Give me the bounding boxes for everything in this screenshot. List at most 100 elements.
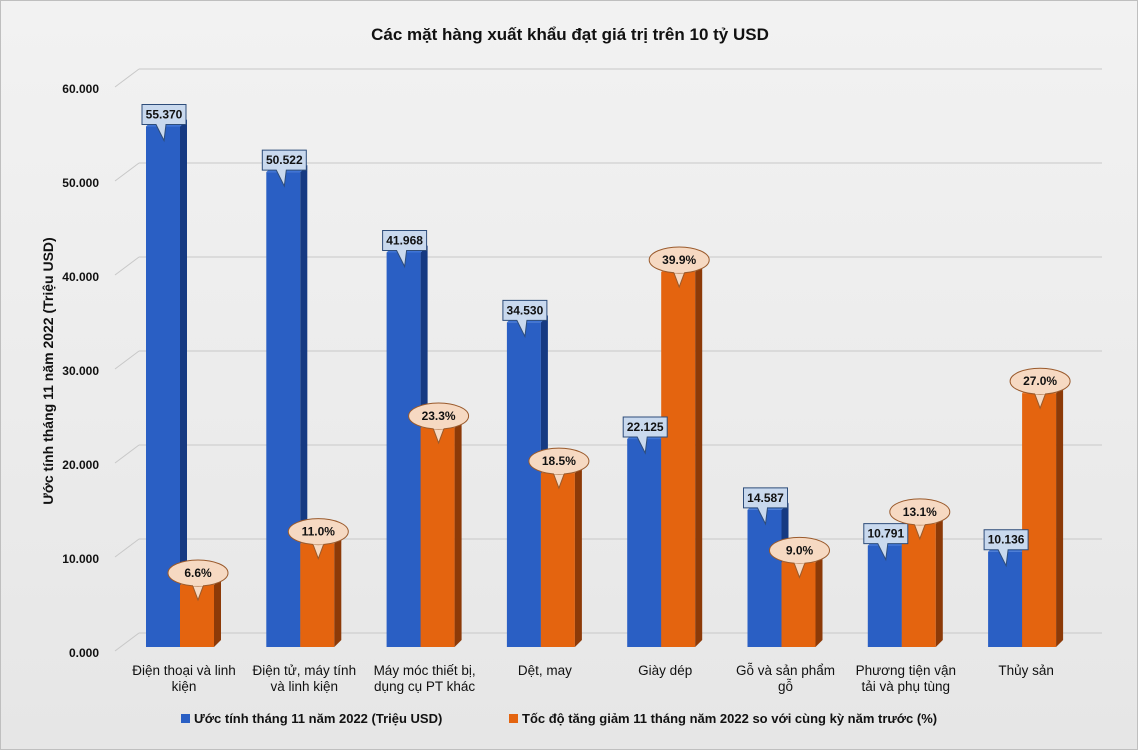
data-label-growth-joint: [313, 540, 324, 545]
data-label-growth: 13.1%: [889, 498, 951, 541]
category-label: Gỗ và sản phẩm: [736, 663, 835, 678]
y-tick-label: 10.000: [62, 552, 99, 566]
data-label-growth-text: 9.0%: [786, 543, 814, 557]
gridline-depth: [114, 162, 140, 182]
bar-estimate-front: [386, 252, 421, 647]
data-label-growth: 18.5%: [528, 447, 590, 490]
bar-growth-side: [574, 466, 582, 647]
bar-growth-front: [661, 271, 696, 647]
bar-growth-side: [454, 420, 462, 647]
bar-estimate-front: [988, 551, 1023, 647]
category-label: dụng cụ PT khác: [374, 679, 475, 694]
gridline-depth: [114, 632, 140, 652]
data-label-growth-text: 11.0%: [302, 525, 336, 539]
bar-growth-front: [1022, 393, 1057, 647]
data-label-growth-text: 6.6%: [184, 566, 212, 580]
data-label-growth-text: 39.9%: [662, 253, 696, 267]
bar-growth-side: [935, 516, 943, 647]
category-label: Điện tử, máy tính: [253, 663, 357, 678]
y-axis-label: Ước tính tháng 11 năm 2022 (Triệu USD): [40, 237, 56, 504]
data-label-estimate-text: 41.968: [386, 234, 423, 248]
data-label-growth: 6.6%: [167, 559, 229, 602]
data-label-estimate-text: 14.587: [747, 491, 784, 505]
data-label-estimate-text: 10.136: [988, 533, 1025, 547]
data-label-growth: 11.0%: [287, 518, 349, 561]
y-tick-label: 20.000: [62, 458, 99, 472]
legend-label-growth: Tốc độ tăng giảm 11 tháng năm 2022 so vớ…: [522, 711, 937, 726]
data-label-growth: 27.0%: [1009, 367, 1071, 410]
gridline-depth: [114, 538, 140, 558]
bar-growth: [420, 420, 462, 647]
category-label: gỗ: [778, 679, 793, 694]
data-label-growth: 9.0%: [769, 536, 830, 579]
bar-estimate-front: [146, 126, 180, 648]
gridline-depth: [114, 444, 140, 464]
legend: Ước tính tháng 11 năm 2022 (Triệu USD) T…: [181, 711, 937, 726]
bar-estimate-front: [867, 545, 902, 647]
data-label-estimate-box: [743, 487, 788, 526]
y-tick-label: 0.000: [69, 646, 99, 660]
data-label-growth: 39.9%: [648, 246, 710, 289]
gridline-depth: [114, 350, 140, 370]
data-label-estimate: 10.136: [983, 529, 1029, 568]
bar-growth: [661, 264, 703, 647]
bar-estimate-side: [180, 119, 187, 648]
y-tick-label: 30.000: [62, 364, 99, 378]
data-label-growth-text: 13.1%: [903, 505, 937, 519]
bar-estimate-front: [506, 322, 541, 647]
data-label-growth-text: 18.5%: [542, 454, 576, 468]
bar-growth-side: [695, 264, 703, 647]
data-label-estimate-box: [983, 529, 1029, 568]
data-label-estimate: 41.968: [382, 230, 428, 269]
legend-swatch-estimate: [181, 714, 190, 723]
legend-swatch-growth: [509, 714, 518, 723]
data-label-growth-text: 23.3%: [422, 409, 456, 423]
category-label: kiện: [172, 679, 197, 694]
bar-estimate-front: [627, 439, 662, 647]
chart-title: Các mặt hàng xuất khẩu đạt giá trị trên …: [371, 25, 769, 44]
category-label: Điện thoại và linh: [132, 663, 236, 678]
data-label-estimate: 50.522: [261, 149, 307, 188]
data-label-estimate: 10.791: [863, 523, 909, 562]
data-label-growth-joint: [1035, 390, 1046, 395]
data-label-estimate-box: [141, 104, 187, 143]
data-label-growth: 23.3%: [408, 402, 470, 445]
bar-growth: [1022, 386, 1064, 647]
data-label-estimate-text: 10.791: [867, 527, 904, 541]
data-label-growth-joint: [914, 520, 925, 525]
bar-growth-front: [300, 543, 335, 647]
data-label-growth-text: 27.0%: [1023, 374, 1057, 388]
category-label: Máy móc thiết bị,: [374, 663, 476, 678]
data-label-estimate-box: [622, 416, 668, 455]
data-label-estimate-text: 34.530: [507, 303, 544, 317]
category-label: Phương tiện vận: [856, 663, 956, 678]
data-label-estimate: 34.530: [502, 299, 548, 339]
y-tick-label: 60.000: [62, 82, 99, 96]
data-label-estimate-text: 22.125: [627, 420, 664, 434]
bar-growth-side: [214, 577, 221, 647]
category-label: Thủy sản: [998, 663, 1054, 678]
bar-growth-front: [901, 523, 936, 647]
y-axis-ticks: 0.000 10.000 20.000 30.000 40.000 50.000 60.00…: [62, 82, 99, 660]
data-label-estimate-text: 50.522: [266, 153, 303, 167]
data-labels: 55.370 6.6% 50.522 11.0% 41.968 23.3% 34.530 18…: [141, 104, 1071, 602]
y-tick-label: 40.000: [62, 270, 99, 284]
bar-estimate: [266, 165, 308, 647]
bar-growth-front: [781, 562, 816, 647]
y-tick-label: 50.000: [62, 176, 99, 190]
category-label: Dệt, may: [518, 663, 572, 678]
data-label-estimate-box: [502, 299, 548, 339]
data-label-estimate: 22.125: [622, 416, 668, 455]
bar-estimate: [146, 119, 187, 648]
category-label: tải và phụ tùng: [862, 679, 951, 694]
data-label-estimate-box: [261, 149, 307, 188]
bar-growth-side: [815, 555, 823, 647]
bar-growth: [540, 466, 582, 647]
bar-estimate-front: [266, 172, 301, 647]
data-label-growth-joint: [674, 268, 685, 273]
data-label-estimate: 14.587: [743, 487, 788, 526]
data-label-estimate: 55.370: [141, 104, 187, 143]
